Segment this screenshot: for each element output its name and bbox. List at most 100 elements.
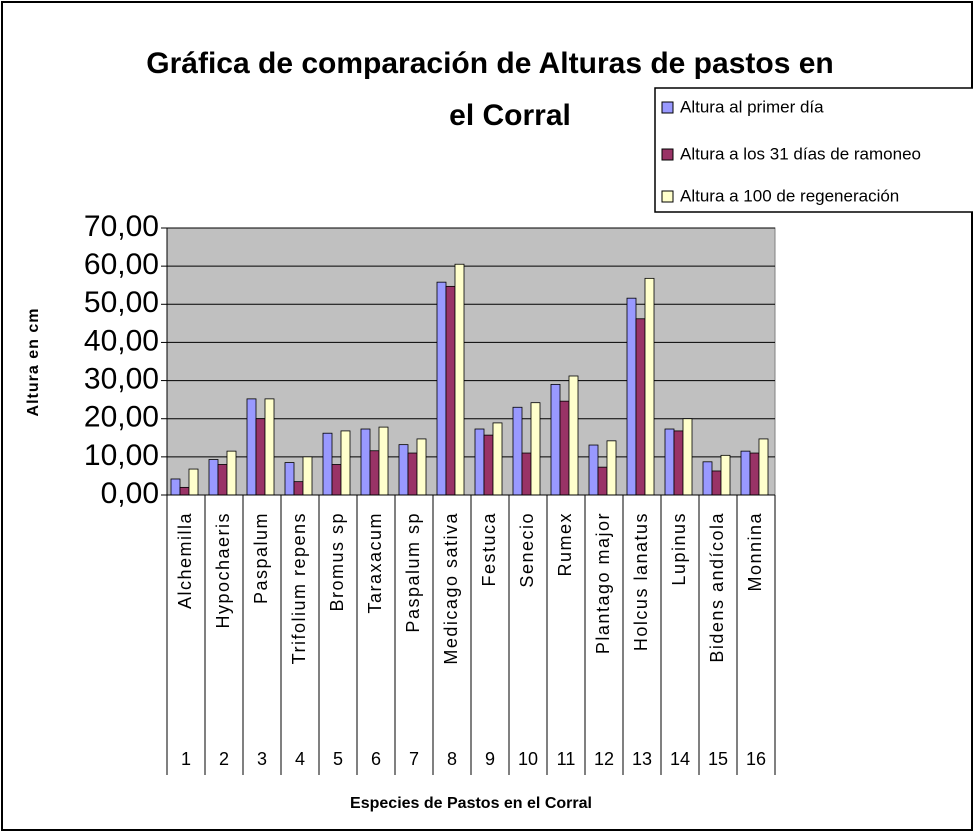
bar bbox=[740, 450, 751, 496]
x-tick-label: Rumex bbox=[555, 512, 575, 577]
y-tick-label: 50,00 bbox=[84, 286, 159, 319]
bar bbox=[208, 459, 219, 496]
x-tick-label: Holcus lanatus bbox=[631, 512, 651, 651]
bar bbox=[521, 452, 532, 496]
y-tick-label: 40,00 bbox=[84, 324, 159, 357]
x-tick-number: 9 bbox=[485, 749, 495, 769]
bar bbox=[170, 478, 181, 496]
bar bbox=[597, 466, 608, 496]
y-tick-label: 20,00 bbox=[84, 401, 159, 434]
bar bbox=[626, 297, 637, 496]
bar bbox=[416, 438, 427, 496]
legend: Altura al primer día Altura a los 31 días… bbox=[654, 87, 973, 213]
bar bbox=[436, 281, 447, 496]
bar bbox=[454, 263, 465, 496]
bar bbox=[749, 452, 760, 496]
bar bbox=[293, 481, 304, 496]
bar bbox=[530, 402, 541, 496]
x-tick-label: Medicago sativa bbox=[441, 512, 461, 665]
x-tick-number: 10 bbox=[518, 749, 538, 769]
bar bbox=[492, 422, 503, 496]
bar bbox=[340, 430, 351, 496]
x-tick-number: 5 bbox=[333, 749, 343, 769]
bar bbox=[255, 418, 266, 496]
x-tick-number: 1 bbox=[181, 749, 191, 769]
bar bbox=[758, 438, 769, 496]
x-tick-number: 8 bbox=[447, 749, 457, 769]
bar bbox=[407, 452, 418, 496]
x-tick-label: Taraxacum bbox=[365, 512, 385, 614]
legend-label: Altura a 100 de regeneración bbox=[680, 186, 899, 205]
bar bbox=[559, 400, 570, 496]
bar bbox=[284, 462, 295, 496]
x-tick-number: 14 bbox=[670, 749, 690, 769]
x-tick-label: Festuca bbox=[479, 512, 499, 587]
bar bbox=[635, 318, 646, 496]
legend-box bbox=[654, 87, 973, 213]
bar bbox=[550, 383, 561, 496]
bar bbox=[711, 470, 722, 496]
bar bbox=[360, 428, 371, 496]
x-tick-label: Hypochaeris bbox=[213, 512, 233, 629]
bar bbox=[720, 454, 731, 496]
x-tick-number: 13 bbox=[632, 749, 652, 769]
x-tick-label: Paspalum bbox=[251, 512, 271, 604]
y-tick-label: 10,00 bbox=[84, 439, 159, 472]
x-tick-number: 3 bbox=[257, 749, 267, 769]
bar bbox=[664, 428, 675, 496]
bar bbox=[378, 426, 389, 496]
bar bbox=[246, 398, 257, 496]
x-tick-label: Bromus sp bbox=[327, 512, 347, 612]
legend-swatch bbox=[661, 190, 674, 203]
y-tick-label: 70,00 bbox=[84, 210, 159, 243]
x-tick-label: Paspalum sp bbox=[403, 512, 423, 633]
x-tick-number: 16 bbox=[746, 749, 766, 769]
bar bbox=[512, 406, 523, 496]
chart-title: el Corral bbox=[449, 99, 571, 132]
x-tick-label: Monnina bbox=[745, 512, 765, 592]
legend-label: Altura a los 31 días de ramoneo bbox=[680, 144, 921, 163]
y-tick-label: 60,00 bbox=[84, 248, 159, 281]
x-tick-number: 11 bbox=[557, 749, 576, 769]
x-tick-label: Trifolium repens bbox=[289, 512, 309, 664]
bar bbox=[302, 456, 313, 496]
chart-title: Gráfica de comparación de Alturas de pas… bbox=[146, 47, 833, 80]
x-tick-number: 6 bbox=[371, 749, 381, 769]
bar bbox=[702, 461, 713, 496]
bar bbox=[445, 285, 456, 496]
x-tick-label: Bidens andícola bbox=[707, 512, 727, 663]
legend-swatch bbox=[661, 101, 674, 114]
bar bbox=[474, 428, 485, 496]
x-tick-number: 4 bbox=[295, 749, 305, 769]
x-tick-label: Plantago major bbox=[593, 512, 613, 654]
bar bbox=[398, 444, 409, 496]
x-tick-label: Lupinus bbox=[669, 512, 689, 586]
x-tick-number: 12 bbox=[594, 749, 614, 769]
x-tick-label: Alchemilla bbox=[175, 512, 195, 609]
bar bbox=[179, 486, 190, 496]
bar bbox=[264, 398, 275, 496]
y-tick-label: 0,00 bbox=[101, 477, 159, 510]
legend-swatch bbox=[661, 148, 674, 161]
y-tick-label: 30,00 bbox=[84, 362, 159, 395]
bar bbox=[568, 375, 579, 496]
x-tick-number: 15 bbox=[708, 749, 728, 769]
legend-label: Altura al primer día bbox=[680, 97, 824, 116]
bar bbox=[606, 440, 617, 496]
bar bbox=[331, 464, 342, 496]
bar bbox=[217, 464, 228, 496]
bar bbox=[644, 277, 655, 496]
x-tick-number: 7 bbox=[409, 749, 419, 769]
bar bbox=[682, 418, 693, 496]
bar bbox=[588, 444, 599, 496]
x-axis-title: Especies de Pastos en el Corral bbox=[350, 795, 592, 812]
x-tick-number: 2 bbox=[219, 749, 229, 769]
y-axis-title: Altura en cm bbox=[25, 308, 42, 417]
bar bbox=[369, 450, 380, 496]
bar bbox=[322, 432, 333, 496]
bar bbox=[483, 434, 494, 496]
bar bbox=[226, 450, 237, 496]
bar bbox=[673, 430, 684, 496]
x-tick-label: Senecio bbox=[517, 512, 537, 588]
